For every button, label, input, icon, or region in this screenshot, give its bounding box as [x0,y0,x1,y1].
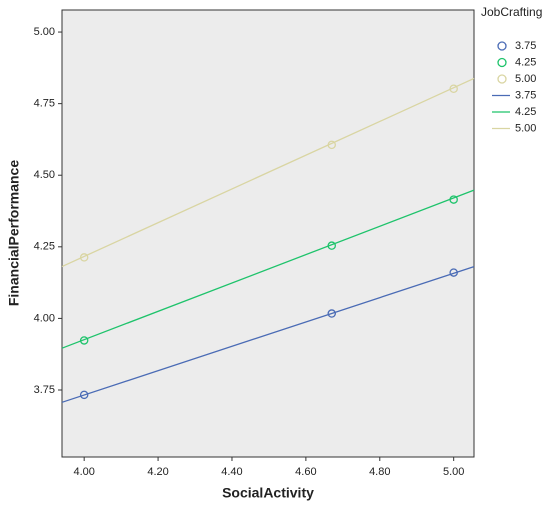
y-tick-label: 4.00 [34,312,55,324]
y-tick-label: 4.25 [34,241,55,253]
legend-marker [497,74,507,84]
x-tick-label: 4.20 [147,466,168,478]
legend-marker [497,57,507,68]
legend-label: 5.00 [515,122,536,134]
fit-line [61,77,475,268]
legend-label: 3.75 [515,40,536,52]
y-axis-title: FinancialPerformance [6,160,22,306]
fit-line [61,265,475,403]
x-tick-label: 5.00 [443,466,464,478]
legend-title: JobCrafting [481,5,542,19]
x-tick-label: 4.60 [295,466,316,478]
legend-label: 4.25 [515,56,536,68]
y-tick-label: 3.75 [34,384,55,396]
legend-label: 5.00 [515,73,536,85]
legend-label: 3.75 [515,89,536,101]
y-tick-label: 5.00 [34,26,55,38]
legend-label: 4.25 [515,106,536,118]
legend-marker [497,41,507,51]
y-tick-label: 4.50 [34,169,55,181]
x-tick-label: 4.40 [221,466,242,478]
x-tick-label: 4.00 [73,466,94,478]
x-axis-title: SocialActivity [222,485,314,501]
y-tick-label: 4.75 [34,98,55,110]
point [327,309,336,318]
plot-area [61,9,475,458]
x-tick-label: 4.80 [369,466,390,478]
point [79,390,89,400]
fit-line [61,189,475,349]
